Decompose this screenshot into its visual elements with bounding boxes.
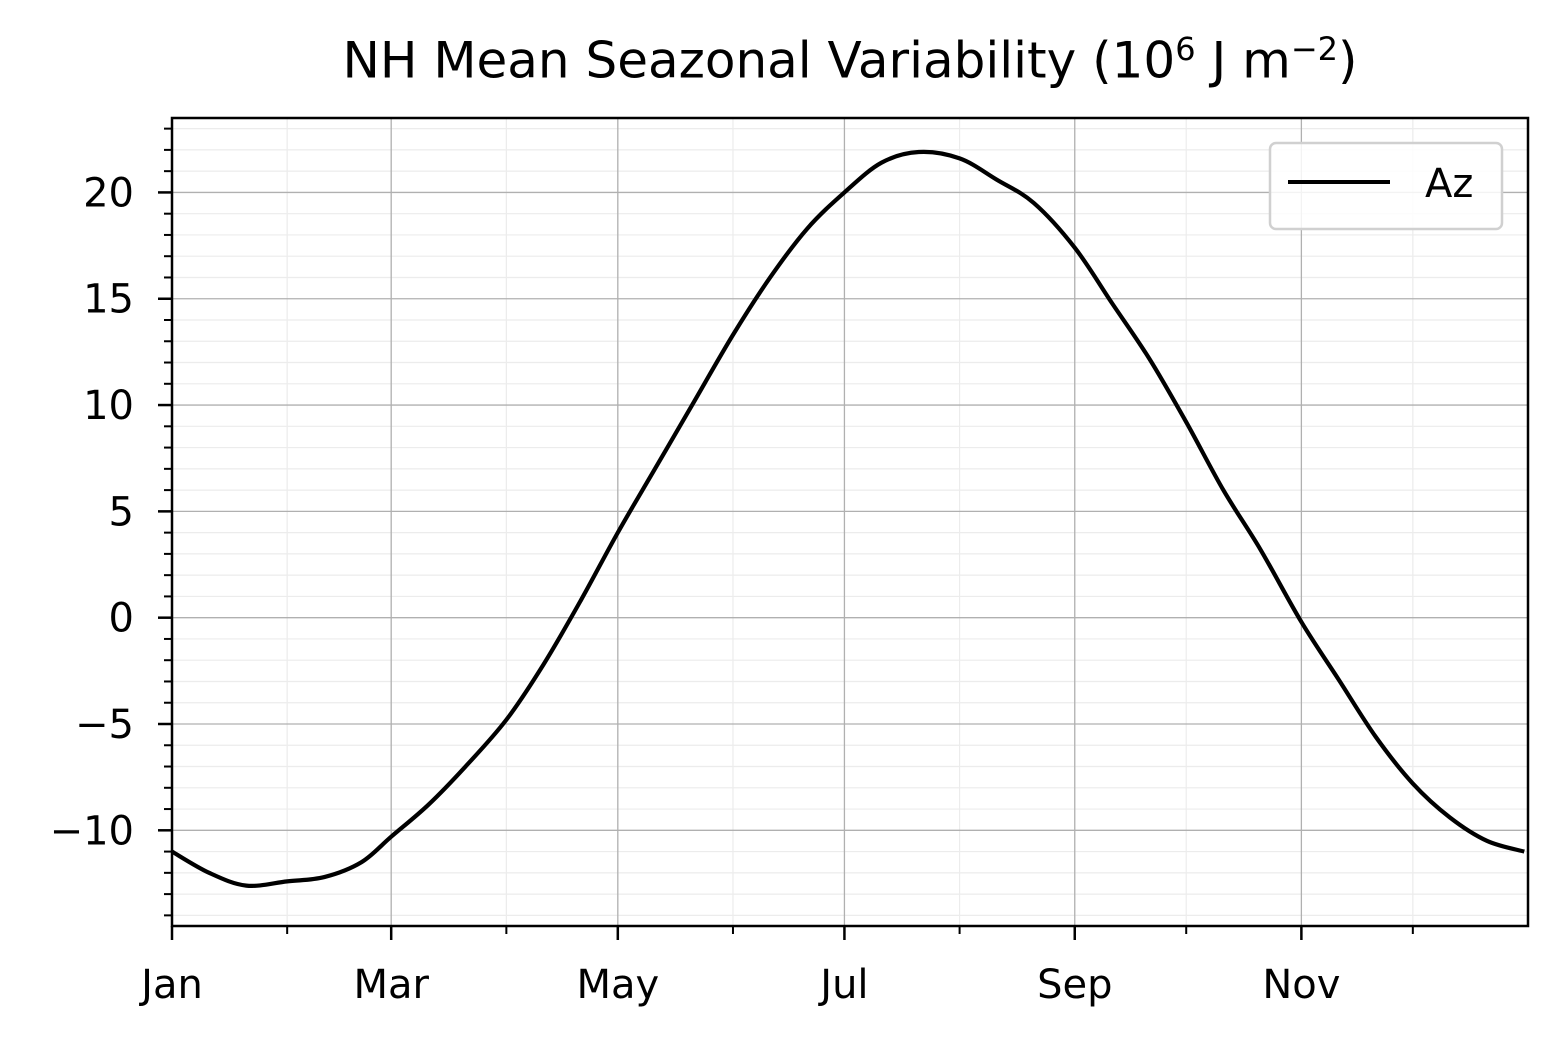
y-tick-label: −10 xyxy=(50,808,134,854)
y-tick-label: 5 xyxy=(109,489,134,535)
x-tick-label: May xyxy=(576,962,659,1008)
chart-title: NH Mean Seazonal Variability (106 J m−2) xyxy=(342,30,1358,90)
series-line-az xyxy=(170,149,1525,888)
plot-frame xyxy=(170,116,1530,928)
y-tick-label: 0 xyxy=(109,596,134,642)
x-tick-label: Jan xyxy=(138,962,203,1008)
x-tick-label: Mar xyxy=(353,962,429,1008)
minor-grid xyxy=(172,118,1528,926)
legend-label-az: Az xyxy=(1425,161,1473,207)
y-tick-label: 20 xyxy=(83,170,134,216)
y-tick-label: 10 xyxy=(83,383,134,429)
x-tick-label: Sep xyxy=(1037,962,1112,1008)
axis-ticks: Jan Mar May Jul Sep Nov −10 −5 0 5 10 15 20 xyxy=(50,127,1414,1008)
y-tick-label: −5 xyxy=(75,702,134,748)
y-tick-label: 15 xyxy=(83,277,134,323)
legend-box xyxy=(1268,141,1504,231)
x-tick-label: Jul xyxy=(817,962,868,1008)
major-grid xyxy=(171,118,1528,926)
legend: Az xyxy=(1268,141,1504,231)
x-tick-label: Nov xyxy=(1262,962,1340,1008)
series-layer xyxy=(170,149,1525,888)
